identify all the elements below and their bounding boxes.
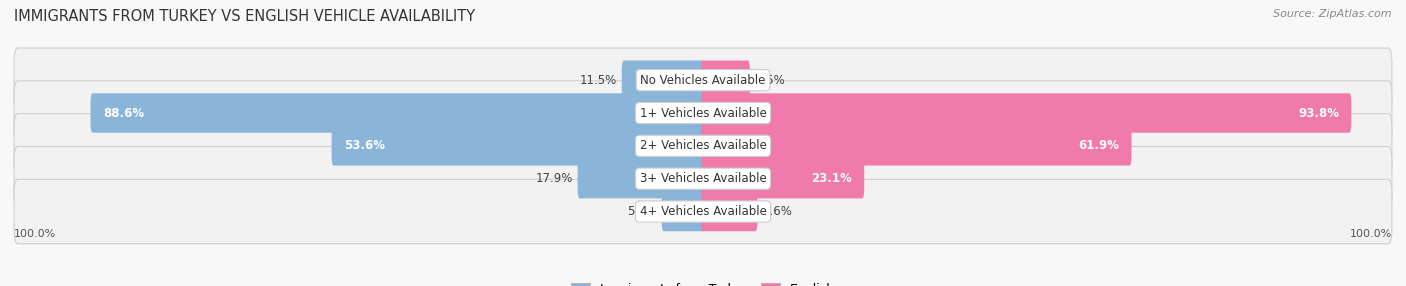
FancyBboxPatch shape — [702, 93, 1351, 133]
FancyBboxPatch shape — [702, 60, 749, 100]
FancyBboxPatch shape — [662, 192, 704, 231]
Text: IMMIGRANTS FROM TURKEY VS ENGLISH VEHICLE AVAILABILITY: IMMIGRANTS FROM TURKEY VS ENGLISH VEHICL… — [14, 9, 475, 23]
Text: 3+ Vehicles Available: 3+ Vehicles Available — [640, 172, 766, 185]
Text: Source: ZipAtlas.com: Source: ZipAtlas.com — [1274, 9, 1392, 19]
Text: 53.6%: 53.6% — [344, 139, 385, 152]
Text: 6.5%: 6.5% — [755, 74, 785, 87]
Text: 93.8%: 93.8% — [1298, 106, 1339, 120]
FancyBboxPatch shape — [14, 48, 1392, 112]
FancyBboxPatch shape — [702, 159, 865, 198]
Text: 4+ Vehicles Available: 4+ Vehicles Available — [640, 205, 766, 218]
Text: 11.5%: 11.5% — [579, 74, 617, 87]
Text: 5.7%: 5.7% — [627, 205, 657, 218]
Text: 100.0%: 100.0% — [14, 229, 56, 239]
Text: 61.9%: 61.9% — [1078, 139, 1119, 152]
FancyBboxPatch shape — [14, 114, 1392, 178]
FancyBboxPatch shape — [14, 179, 1392, 244]
FancyBboxPatch shape — [621, 60, 704, 100]
Text: 1+ Vehicles Available: 1+ Vehicles Available — [640, 106, 766, 120]
Text: 7.6%: 7.6% — [762, 205, 792, 218]
Text: 17.9%: 17.9% — [536, 172, 572, 185]
Text: No Vehicles Available: No Vehicles Available — [640, 74, 766, 87]
FancyBboxPatch shape — [702, 192, 758, 231]
FancyBboxPatch shape — [90, 93, 704, 133]
Legend: Immigrants from Turkey, English: Immigrants from Turkey, English — [571, 283, 835, 286]
Text: 88.6%: 88.6% — [103, 106, 143, 120]
FancyBboxPatch shape — [14, 81, 1392, 145]
FancyBboxPatch shape — [14, 146, 1392, 211]
FancyBboxPatch shape — [578, 159, 704, 198]
FancyBboxPatch shape — [332, 126, 704, 166]
Text: 2+ Vehicles Available: 2+ Vehicles Available — [640, 139, 766, 152]
Text: 23.1%: 23.1% — [811, 172, 852, 185]
Text: 100.0%: 100.0% — [1350, 229, 1392, 239]
FancyBboxPatch shape — [702, 126, 1132, 166]
